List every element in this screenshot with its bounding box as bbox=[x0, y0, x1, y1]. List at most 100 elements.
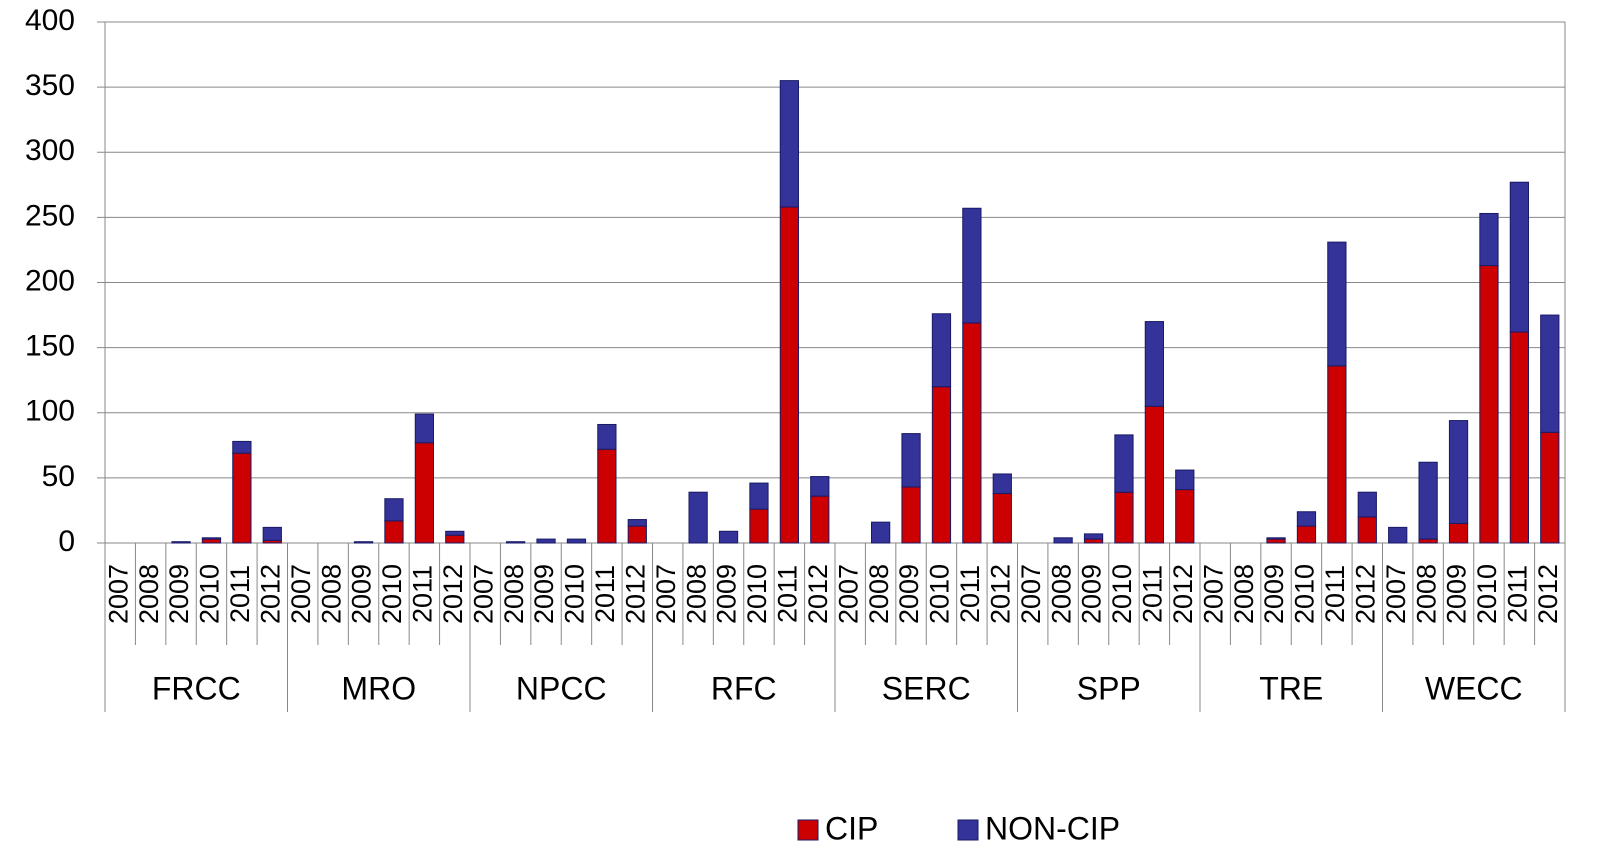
y-tick-label: 250 bbox=[25, 199, 75, 232]
bar-segment bbox=[1357, 491, 1377, 518]
group-label: NPCC bbox=[516, 670, 607, 706]
x-tick-label: 2010 bbox=[925, 564, 955, 624]
x-tick-label: 2010 bbox=[742, 564, 772, 624]
x-tick-label: 2012 bbox=[803, 564, 833, 624]
bar-segment bbox=[779, 80, 799, 208]
bar-segment bbox=[1327, 365, 1347, 544]
bar-segment bbox=[962, 207, 982, 324]
bar-segment bbox=[445, 530, 465, 536]
x-tick-label: 2009 bbox=[1077, 564, 1107, 624]
legend-swatch bbox=[957, 819, 979, 841]
bar-segment bbox=[749, 482, 769, 510]
bar-segment bbox=[718, 530, 739, 544]
x-tick-label: 2010 bbox=[1290, 564, 1320, 624]
bar-segment bbox=[384, 498, 404, 522]
x-tick-label: 2007 bbox=[1198, 564, 1228, 624]
x-tick-label: 2009 bbox=[1442, 564, 1472, 624]
bar-segment bbox=[506, 541, 526, 544]
bar-segment bbox=[1296, 525, 1317, 544]
bar-segment bbox=[1266, 538, 1286, 544]
bar-segment bbox=[1509, 181, 1529, 333]
bar-segment bbox=[1296, 511, 1317, 527]
x-tick-label: 2011 bbox=[1138, 565, 1168, 623]
x-tick-label: 2011 bbox=[773, 565, 803, 623]
bar-segment bbox=[1083, 538, 1104, 544]
x-tick-label: 2008 bbox=[1229, 564, 1259, 624]
bar-segment bbox=[627, 519, 647, 527]
y-tick-label: 350 bbox=[25, 69, 75, 102]
x-tick-label: 2008 bbox=[1046, 564, 1076, 624]
bar-segment bbox=[262, 526, 282, 541]
bar-segment bbox=[810, 476, 830, 497]
x-tick-label: 2011 bbox=[225, 565, 255, 623]
x-tick-label: 2007 bbox=[103, 564, 133, 624]
y-tick-label: 400 bbox=[25, 4, 75, 37]
x-tick-label: 2010 bbox=[1107, 564, 1137, 624]
bar-segment bbox=[992, 473, 1012, 495]
group-label: SERC bbox=[882, 670, 971, 706]
x-tick-label: 2011 bbox=[955, 565, 985, 623]
bar-segment bbox=[1357, 516, 1377, 544]
x-tick-label: 2008 bbox=[316, 564, 346, 624]
bar-segment bbox=[201, 537, 222, 540]
bar-segment bbox=[1114, 491, 1134, 544]
x-tick-label: 2009 bbox=[1259, 564, 1289, 624]
bar-segment bbox=[962, 322, 982, 544]
bar-segment bbox=[688, 491, 708, 544]
group-label: WECC bbox=[1425, 670, 1523, 706]
bar-segment bbox=[1144, 405, 1164, 544]
bar-segment bbox=[1388, 526, 1408, 544]
x-tick-label: 2011 bbox=[408, 565, 438, 623]
bar-segment bbox=[414, 442, 434, 544]
x-tick-label: 2011 bbox=[590, 565, 620, 623]
x-tick-label: 2010 bbox=[195, 564, 225, 624]
y-tick-label: 50 bbox=[42, 460, 75, 493]
group-label: TRE bbox=[1259, 670, 1323, 706]
x-tick-label: 2009 bbox=[712, 564, 742, 624]
x-tick-label: 2007 bbox=[1381, 564, 1411, 624]
x-tick-label: 2012 bbox=[438, 564, 468, 624]
bar-segment bbox=[445, 534, 465, 544]
x-tick-label: 2010 bbox=[560, 564, 590, 624]
x-tick-label: 2011 bbox=[1503, 565, 1533, 623]
bar-segment bbox=[1479, 265, 1499, 544]
x-tick-label: 2010 bbox=[377, 564, 407, 624]
x-tick-label: 2009 bbox=[347, 564, 377, 624]
x-tick-label: 2009 bbox=[894, 564, 924, 624]
legend-label: NON-CIP bbox=[985, 810, 1120, 846]
x-tick-label: 2008 bbox=[134, 564, 164, 624]
bar-segment bbox=[566, 538, 587, 544]
bar-segment bbox=[1448, 420, 1469, 524]
x-tick-label: 2009 bbox=[164, 564, 194, 624]
bar-segment bbox=[810, 495, 830, 544]
bar-segment bbox=[1083, 533, 1104, 540]
bar-segment bbox=[871, 521, 891, 544]
legend-swatch bbox=[797, 819, 819, 841]
y-tick-label: 300 bbox=[25, 134, 75, 167]
bar-segment bbox=[232, 440, 252, 454]
legend-label: CIP bbox=[825, 810, 878, 846]
group-label: MRO bbox=[341, 670, 416, 706]
y-tick-label: 100 bbox=[25, 395, 75, 428]
bar-segment bbox=[1114, 434, 1134, 493]
bar-segment bbox=[749, 508, 769, 544]
x-tick-label: 2008 bbox=[864, 564, 894, 624]
bar-segment bbox=[597, 423, 617, 450]
x-tick-label: 2010 bbox=[1472, 564, 1502, 624]
bar-segment bbox=[353, 541, 374, 544]
x-tick-label: 2008 bbox=[499, 564, 529, 624]
group-label: SPP bbox=[1077, 670, 1141, 706]
x-tick-label: 2012 bbox=[620, 564, 650, 624]
bar-segment bbox=[1418, 538, 1438, 544]
x-tick-label: 2007 bbox=[468, 564, 498, 624]
bar-segment bbox=[627, 525, 647, 544]
x-tick-label: 2008 bbox=[1411, 564, 1441, 624]
y-tick-label: 0 bbox=[58, 525, 75, 558]
x-tick-label: 2012 bbox=[1533, 564, 1563, 624]
x-tick-label: 2008 bbox=[681, 564, 711, 624]
x-tick-label: 2012 bbox=[1350, 564, 1380, 624]
bar-segment bbox=[1418, 461, 1438, 540]
x-tick-label: 2007 bbox=[1016, 564, 1046, 624]
bar-segment bbox=[1327, 241, 1347, 367]
